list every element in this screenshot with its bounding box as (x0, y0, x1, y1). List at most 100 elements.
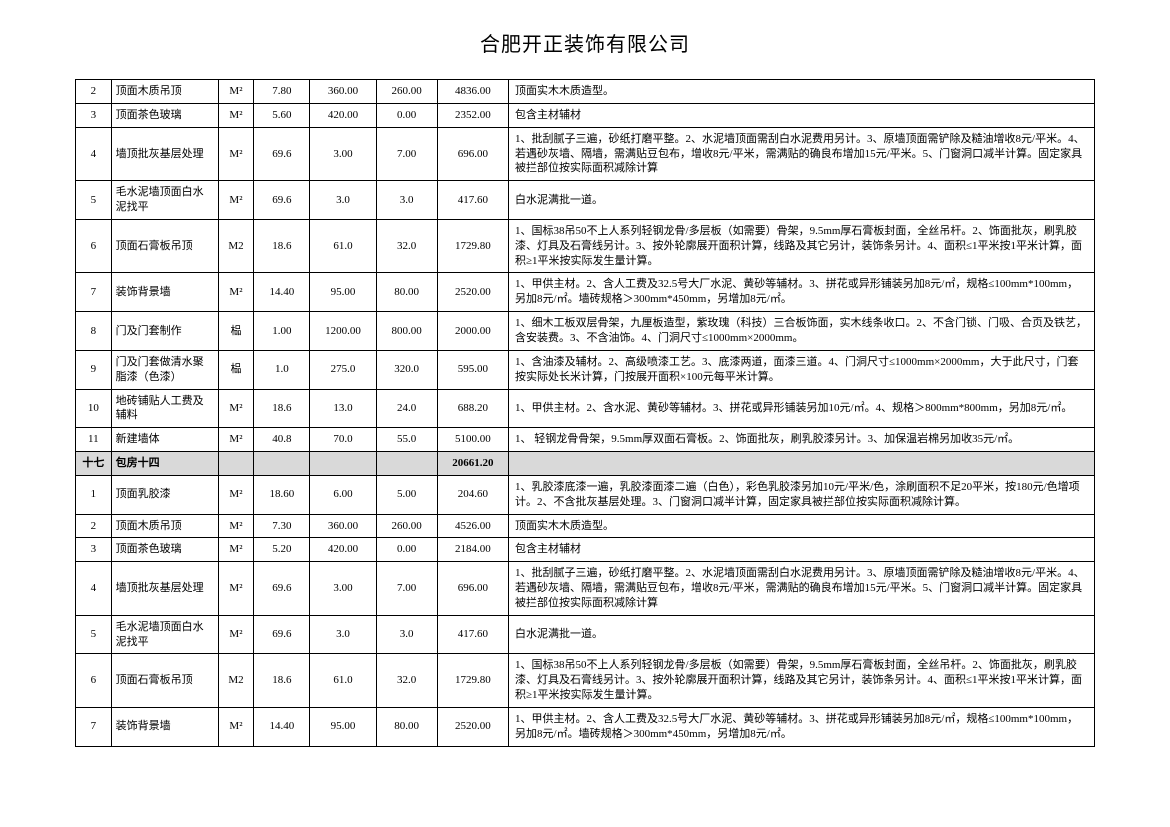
cell-qty: 18.6 (254, 654, 310, 708)
cell-qty: 40.8 (254, 428, 310, 452)
cell-name: 毛水泥墙顶面白水泥找平 (111, 615, 218, 654)
cell-labor: 80.00 (376, 708, 437, 747)
cell-total: 417.60 (437, 181, 508, 220)
cell-price: 360.00 (310, 514, 376, 538)
cell-price: 61.0 (310, 654, 376, 708)
cell-name: 顶面茶色玻璃 (111, 538, 218, 562)
table-row: 6顶面石膏板吊顶M218.661.032.01729.801、国标38吊50不上… (76, 219, 1095, 273)
cell-no: 7 (76, 273, 112, 312)
section-no: 十七 (76, 452, 112, 476)
cell-unit: 榀 (218, 350, 254, 389)
cell-desc: 1、细木工板双层骨架，九厘板造型，紫玫瑰（科技）三合板饰面，实木线条收口。2、不… (509, 312, 1095, 351)
cell-price: 3.00 (310, 127, 376, 181)
cell-no: 9 (76, 350, 112, 389)
cell-total: 696.00 (437, 127, 508, 181)
cell-qty: 5.20 (254, 538, 310, 562)
cell-desc: 1、批刮腻子三遍，砂纸打磨平整。2、水泥墙顶面需刮白水泥费用另计。3、原墙顶面需… (509, 127, 1095, 181)
cell-qty: 1.00 (254, 312, 310, 351)
section-empty (254, 452, 310, 476)
cell-no: 5 (76, 181, 112, 220)
company-title: 合肥开正装饰有限公司 (75, 28, 1095, 57)
cell-unit: M² (218, 514, 254, 538)
table-row: 7装饰背景墙M²14.4095.0080.002520.001、甲供主材。2、含… (76, 273, 1095, 312)
cell-unit: M2 (218, 219, 254, 273)
cell-price: 13.0 (310, 389, 376, 428)
cell-desc: 1、国标38吊50不上人系列轻钢龙骨/多层板（如需要）骨架，9.5mm厚石膏板封… (509, 219, 1095, 273)
table-row: 11新建墙体M²40.870.055.05100.001、 轻钢龙骨骨架，9.5… (76, 428, 1095, 452)
cell-unit: M² (218, 562, 254, 616)
cell-qty: 69.6 (254, 615, 310, 654)
cell-desc: 顶面实木木质造型。 (509, 514, 1095, 538)
cell-qty: 7.30 (254, 514, 310, 538)
cell-qty: 18.6 (254, 219, 310, 273)
cell-unit: M² (218, 708, 254, 747)
section-total: 20661.20 (437, 452, 508, 476)
table-row: 8门及门套制作榀1.001200.00800.002000.001、细木工板双层… (76, 312, 1095, 351)
cell-qty: 1.0 (254, 350, 310, 389)
cell-labor: 5.00 (376, 475, 437, 514)
cell-price: 95.00 (310, 708, 376, 747)
table-row: 7装饰背景墙M²14.4095.0080.002520.001、甲供主材。2、含… (76, 708, 1095, 747)
cell-unit: M² (218, 389, 254, 428)
cell-unit: M² (218, 273, 254, 312)
cell-qty: 7.80 (254, 80, 310, 104)
cell-total: 688.20 (437, 389, 508, 428)
cell-no: 2 (76, 514, 112, 538)
cell-qty: 18.60 (254, 475, 310, 514)
cell-unit: M² (218, 127, 254, 181)
table-row: 10地砖铺贴人工费及辅料M²18.613.024.0688.201、甲供主材。2… (76, 389, 1095, 428)
cell-qty: 69.6 (254, 181, 310, 220)
section-empty (310, 452, 376, 476)
cell-total: 4526.00 (437, 514, 508, 538)
cell-labor: 32.0 (376, 219, 437, 273)
cell-name: 顶面木质吊顶 (111, 80, 218, 104)
cell-qty: 69.6 (254, 562, 310, 616)
table-row: 4墙顶批灰基层处理M²69.63.007.00696.001、批刮腻子三遍，砂纸… (76, 562, 1095, 616)
table-row: 6顶面石膏板吊顶M218.661.032.01729.801、国标38吊50不上… (76, 654, 1095, 708)
cell-total: 4836.00 (437, 80, 508, 104)
cell-labor: 3.0 (376, 615, 437, 654)
cell-unit: M² (218, 103, 254, 127)
cell-name: 新建墙体 (111, 428, 218, 452)
cell-total: 595.00 (437, 350, 508, 389)
cell-total: 2000.00 (437, 312, 508, 351)
table-row: 9门及门套做清水聚脂漆（色漆）榀1.0275.0320.0595.001、含油漆… (76, 350, 1095, 389)
cell-qty: 18.6 (254, 389, 310, 428)
cell-price: 70.0 (310, 428, 376, 452)
quote-table: 2顶面木质吊顶M²7.80360.00260.004836.00顶面实木木质造型… (75, 79, 1095, 747)
cell-labor: 32.0 (376, 654, 437, 708)
table-row: 3顶面茶色玻璃M²5.20420.000.002184.00包含主材辅材 (76, 538, 1095, 562)
cell-no: 4 (76, 562, 112, 616)
cell-price: 61.0 (310, 219, 376, 273)
cell-qty: 69.6 (254, 127, 310, 181)
table-row: 5毛水泥墙顶面白水泥找平M²69.63.03.0417.60白水泥满批一道。 (76, 181, 1095, 220)
cell-desc: 白水泥满批一道。 (509, 615, 1095, 654)
cell-labor: 260.00 (376, 80, 437, 104)
cell-total: 1729.80 (437, 654, 508, 708)
section-empty (509, 452, 1095, 476)
cell-labor: 800.00 (376, 312, 437, 351)
cell-name: 顶面乳胶漆 (111, 475, 218, 514)
cell-desc: 包含主材辅材 (509, 538, 1095, 562)
cell-price: 1200.00 (310, 312, 376, 351)
table-row: 3顶面茶色玻璃M²5.60420.000.002352.00包含主材辅材 (76, 103, 1095, 127)
cell-name: 顶面石膏板吊顶 (111, 219, 218, 273)
cell-desc: 1、乳胶漆底漆一遍，乳胶漆面漆二遍（白色），彩色乳胶漆另加10元/平米/色，涂刷… (509, 475, 1095, 514)
cell-no: 3 (76, 103, 112, 127)
cell-price: 420.00 (310, 103, 376, 127)
cell-no: 1 (76, 475, 112, 514)
cell-price: 3.00 (310, 562, 376, 616)
cell-qty: 14.40 (254, 708, 310, 747)
cell-no: 3 (76, 538, 112, 562)
table-row: 4墙顶批灰基层处理M²69.63.007.00696.001、批刮腻子三遍，砂纸… (76, 127, 1095, 181)
cell-no: 2 (76, 80, 112, 104)
cell-price: 95.00 (310, 273, 376, 312)
cell-desc: 包含主材辅材 (509, 103, 1095, 127)
section-empty (218, 452, 254, 476)
cell-price: 360.00 (310, 80, 376, 104)
cell-total: 204.60 (437, 475, 508, 514)
cell-labor: 0.00 (376, 103, 437, 127)
cell-name: 顶面木质吊顶 (111, 514, 218, 538)
cell-name: 顶面石膏板吊顶 (111, 654, 218, 708)
section-header: 十七包房十四20661.20 (76, 452, 1095, 476)
